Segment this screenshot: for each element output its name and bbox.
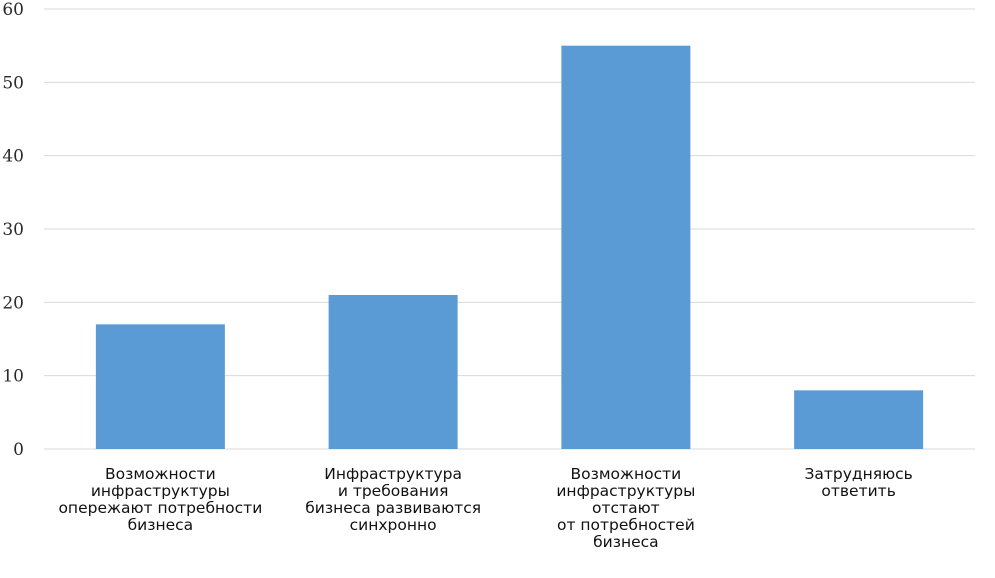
category-label-line: отстают xyxy=(592,499,660,517)
category-label-4: Затрудняюсь ответить xyxy=(804,465,912,500)
category-label-line: Возможности xyxy=(571,465,682,483)
bars xyxy=(95,45,924,450)
category-label-1: Возможности инфраструктуры опережают потре… xyxy=(58,465,262,534)
y-axis-ticks: 0 10 20 30 40 50 60 xyxy=(2,0,24,460)
category-label-line: опережают потребности xyxy=(58,499,262,517)
category-label-line: инфраструктуры xyxy=(91,482,230,500)
category-label-line: ответить xyxy=(821,482,895,500)
category-label-line: бизнеса развиваются xyxy=(305,499,481,517)
category-label-line: бизнеса xyxy=(128,516,194,534)
category-label-line: от потребностей xyxy=(557,516,695,534)
y-tick-label: 10 xyxy=(2,367,24,387)
y-tick-label: 0 xyxy=(13,440,24,460)
y-tick-label: 20 xyxy=(2,293,24,313)
category-label-line: синхронно xyxy=(350,516,437,534)
category-label-2: Инфраструктура и требования бизнеса развив… xyxy=(305,465,481,534)
category-labels: Возможности инфраструктуры опережают потре… xyxy=(58,465,912,551)
category-label-line: бизнеса xyxy=(593,533,659,551)
category-label-line: Возможности xyxy=(105,465,216,483)
category-label-3: Возможности инфраструктуры отстают от потре… xyxy=(556,465,695,551)
y-tick-label: 60 xyxy=(2,0,24,20)
y-tick-label: 40 xyxy=(2,147,24,167)
bar-1 xyxy=(95,324,225,449)
bar-3 xyxy=(561,45,691,450)
category-label-line: инфраструктуры xyxy=(556,482,695,500)
category-label-line: и требования xyxy=(338,482,449,500)
y-tick-label: 30 xyxy=(2,220,24,240)
y-tick-label: 50 xyxy=(2,73,24,93)
category-label-line: Инфраструктура xyxy=(324,465,462,483)
bar-2 xyxy=(328,295,458,449)
bar-4 xyxy=(794,390,924,449)
category-label-line: Затрудняюсь xyxy=(804,465,912,483)
